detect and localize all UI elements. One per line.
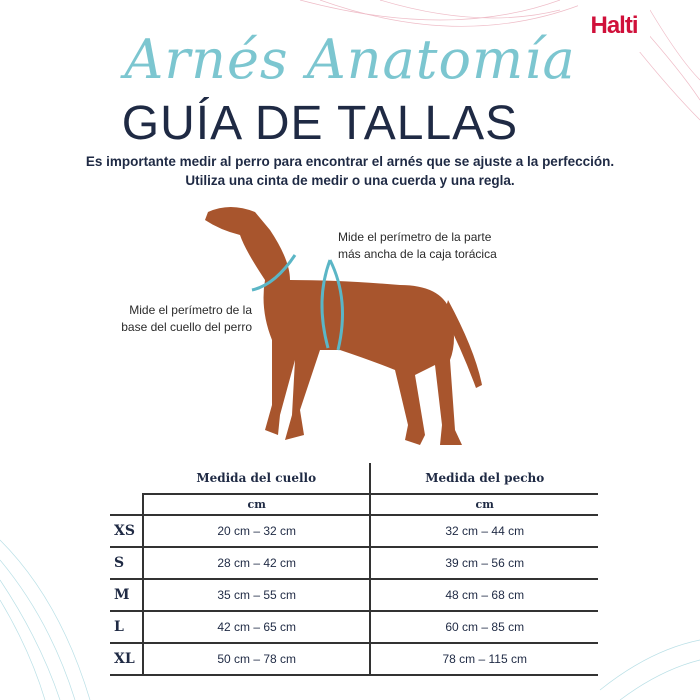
neck-range: 28 cm – 42 cm	[141, 546, 371, 579]
size-label: XS	[110, 514, 143, 547]
table-row: S 28 cm – 42 cm 39 cm – 56 cm	[110, 546, 598, 579]
size-table: Medida del cuello Medida del pecho cm cm…	[110, 463, 598, 676]
chest-range: 48 cm – 68 cm	[369, 578, 598, 611]
size-label: L	[110, 610, 143, 643]
chest-range: 39 cm – 56 cm	[369, 546, 598, 579]
neck-annotation: Mide el perímetro de la base del cuello …	[100, 302, 252, 336]
neck-header: Medida del cuello	[196, 471, 317, 485]
table-header: Medida del cuello Medida del pecho	[110, 463, 598, 494]
neck-range: 50 cm – 78 cm	[141, 642, 371, 676]
dog-illustration	[205, 207, 482, 445]
intro-line-1: Es importante medir al perro para encont…	[85, 154, 615, 169]
chest-unit: cm	[369, 493, 598, 515]
neck-annotation-line-2: base del cuello del perro	[121, 320, 252, 334]
chest-range: 32 cm – 44 cm	[369, 514, 598, 547]
table-row: L 42 cm – 65 cm 60 cm – 85 cm	[110, 610, 598, 643]
size-label: XL	[110, 642, 143, 676]
units-row: cm cm	[110, 493, 598, 515]
chest-annotation-line-1: Mide el perímetro de la parte	[338, 230, 492, 244]
product-name: Arnés Anatomía	[124, 28, 576, 91]
neck-range: 42 cm – 65 cm	[141, 610, 371, 643]
page-title: GUÍA DE TALLAS	[121, 97, 519, 150]
neck-unit: cm	[141, 493, 371, 515]
neck-annotation-line-1: Mide el perímetro de la	[129, 303, 252, 317]
neck-range: 35 cm – 55 cm	[141, 578, 371, 611]
size-label: M	[110, 578, 143, 611]
chest-annotation: Mide el perímetro de la parte más ancha …	[338, 229, 497, 263]
size-label: S	[110, 546, 143, 579]
chest-range: 78 cm – 115 cm	[369, 642, 598, 676]
intro-line-2: Utiliza una cinta de medir o una cuerda …	[185, 173, 515, 188]
chest-annotation-line-2: más ancha de la caja torácica	[338, 247, 497, 261]
halti-logo: Halti	[578, 0, 650, 52]
chest-header: Medida del pecho	[369, 463, 598, 494]
table-row: XS 20 cm – 32 cm 32 cm – 44 cm	[110, 514, 598, 547]
table-row: XL 50 cm – 78 cm 78 cm – 115 cm	[110, 642, 598, 676]
table-row: M 35 cm – 55 cm 48 cm – 68 cm	[110, 578, 598, 611]
neck-range: 20 cm – 32 cm	[141, 514, 371, 547]
chest-range: 60 cm – 85 cm	[369, 610, 598, 643]
